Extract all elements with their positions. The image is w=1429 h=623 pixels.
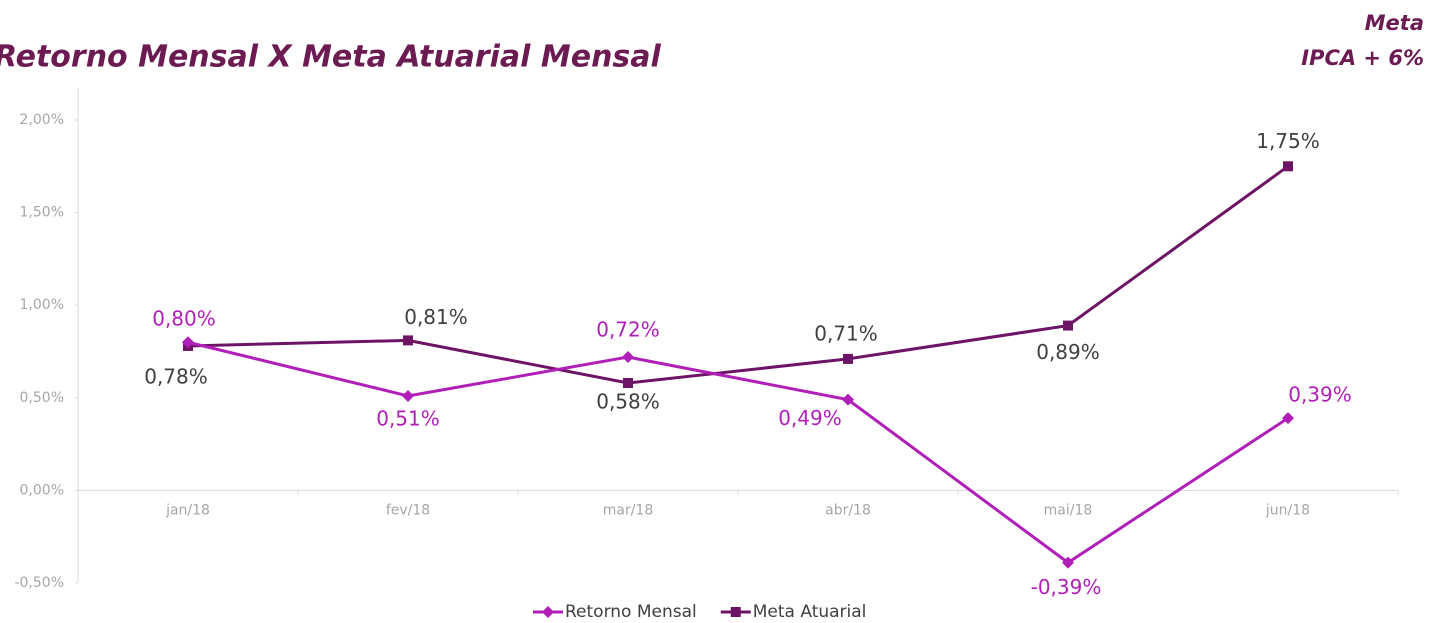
x-tick-label: mar/18 <box>603 502 654 518</box>
y-tick-label: 1,50% <box>20 205 64 221</box>
y-tick-label: 1,00% <box>20 297 64 313</box>
legend-label: Retorno Mensal <box>565 602 697 622</box>
data-label: 0,89% <box>1036 340 1100 364</box>
data-label: 0,39% <box>1288 383 1352 407</box>
point <box>622 351 634 364</box>
data-label: 0,51% <box>376 406 440 430</box>
data-label: 1,75% <box>1256 129 1320 153</box>
chart-subtitle: IPCA + 6% <box>1301 46 1424 70</box>
point <box>402 389 414 402</box>
point <box>1062 556 1074 569</box>
legend-marker <box>542 606 554 618</box>
point <box>843 353 853 364</box>
x-tick-label: jun/18 <box>1265 502 1310 518</box>
point <box>1063 320 1073 331</box>
x-tick-label: abr/18 <box>825 502 871 518</box>
point <box>1283 161 1293 172</box>
y-tick-label: 2,00% <box>20 112 64 128</box>
point <box>623 377 633 388</box>
point <box>1282 412 1294 425</box>
x-tick-label: jan/18 <box>165 502 210 518</box>
data-label: 0,71% <box>814 321 878 345</box>
series-line <box>187 165 1289 385</box>
y-tick-label: 0,00% <box>20 482 64 498</box>
data-label: 0,81% <box>404 305 468 329</box>
data-label: 0,58% <box>596 389 660 413</box>
legend-marker <box>730 607 741 617</box>
data-label: 0,49% <box>778 406 842 430</box>
point <box>403 335 413 346</box>
data-label: 0,80% <box>152 307 216 331</box>
chart-title: Retorno Mensal X Meta Atuarial Mensal <box>0 40 662 75</box>
y-tick-label: -0,50% <box>14 575 64 591</box>
point <box>182 336 194 349</box>
series-line <box>187 340 1289 565</box>
x-tick-label: mai/18 <box>1044 502 1093 518</box>
point <box>842 393 854 406</box>
x-tick-label: fev/18 <box>386 502 430 518</box>
data-label: 0,72% <box>596 318 660 342</box>
legend-label: Meta Atuarial <box>753 602 867 622</box>
data-label: 0,78% <box>144 364 208 388</box>
chart-subtitle: Meta <box>1365 11 1424 35</box>
data-label: -0,39% <box>1031 575 1102 599</box>
y-tick-label: 0,50% <box>20 390 64 406</box>
